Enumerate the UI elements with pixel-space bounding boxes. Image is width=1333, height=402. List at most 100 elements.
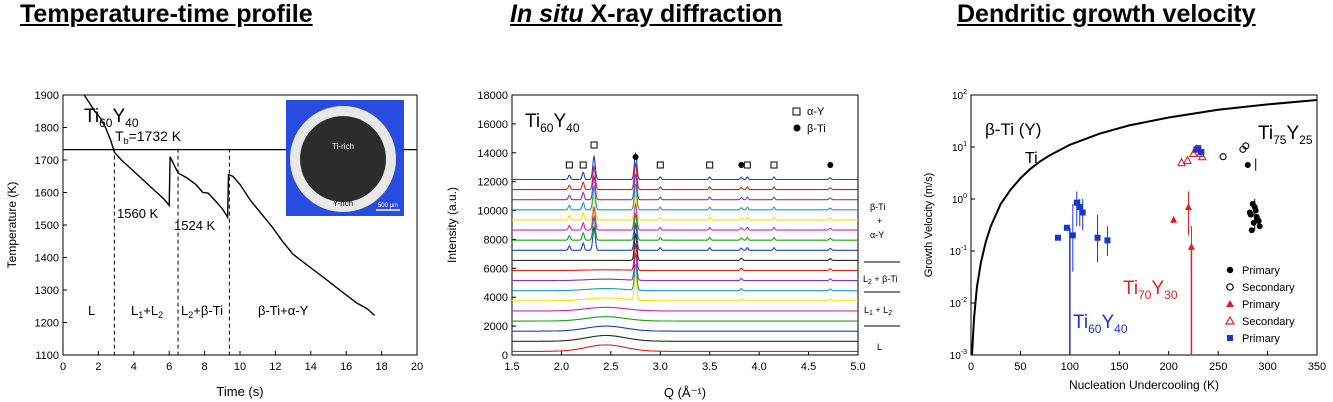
diffraction-pattern [512,316,858,322]
tb-label: Tb=1732 K [115,128,182,146]
heading-temperature-time: Temperature-time profile [20,0,313,28]
phase-label-L1-L2: L1+L2 [131,303,163,320]
y-tick-label: 14000 [477,148,508,160]
phase-label-L: L [88,303,95,318]
x-tick-label: 200 [1160,361,1178,373]
beta-ti-peak-marker [738,162,745,168]
y-tick-label: 10-1 [950,245,967,258]
x-tick-label: 8 [202,361,208,373]
inset-scale-label: 500 μm [378,203,398,209]
legend-marker-primary-red [1226,300,1234,307]
x-tick-label: 18 [375,361,387,373]
alloy-label-ti70y30: Ti70Y30 [1123,278,1178,302]
ti70y30-primary-point [1187,242,1195,250]
ti60y40-primary-point [1073,199,1080,206]
heading-growth-velocity: Dendritic growth velocity [957,0,1256,28]
y-axis-label: Intensity (a.u.) [445,187,459,263]
ti60y40-primary-point [1054,234,1061,241]
diffraction-pattern [512,212,858,241]
y-tick-label: 16000 [477,119,508,131]
legend-marker-secondary-black [1226,283,1234,291]
ti60y40-primary-point [1063,224,1070,231]
x-tick-label: 12 [269,361,281,373]
y-tick-label: 12000 [477,177,508,189]
legend-label-secondary: Secondary [1242,282,1295,294]
y-tick-label: 10-2 [950,297,967,310]
ti70y30-secondary-point [1177,157,1186,167]
x-tick-label: 14 [305,361,317,373]
y-tick-label: 8000 [484,234,508,246]
x-tick-label: 20 [411,361,423,373]
peak-label-1560: 1560 K [117,206,159,221]
legend-label-alpha-y: α-Y [807,106,825,118]
ti70y30-secondary-point [1189,148,1198,158]
ti60y40-primary-point [1195,145,1202,152]
inset-core [300,116,386,202]
y-tick-label: 1600 [35,188,59,200]
growth-velocity-chart: 0 50 100 150 200 250 300 350 10-3 10-2 10-1 100 101 1… [923,89,1326,392]
heading-in-situ: In situ [510,0,584,28]
ti60y40-primary-point [1069,232,1076,239]
x-tick-label: 250 [1209,361,1227,373]
side-label-beta-ti: β-Ti [870,202,885,212]
x-tick-label: 2.0 [554,361,569,373]
legend-label-primary: Primary [1242,265,1280,277]
side-label-L: L [877,342,882,352]
inset-label-ti-rich: Ti-rich [332,142,354,151]
alloy-label-ti60y40: Ti60Y40 [1073,312,1128,336]
alpha-y-peak-marker [743,161,751,169]
plot-frame [511,94,859,356]
diffraction-pattern [512,273,858,302]
ti75y25-secondary-point [1219,153,1227,161]
ti70y30-secondary-point [1183,155,1192,165]
micrograph-inset: Ti-rich Y-rich 500 μm [286,100,404,216]
heading-xray-rest: X-ray diffraction [583,0,783,28]
y-tick-label: 6000 [484,263,508,275]
phase-label: β-Ti (Y) [985,120,1041,139]
ti60y40-primary-point [1094,234,1101,241]
y-tick-label: 1200 [35,318,59,330]
diffraction-pattern [512,306,858,312]
beta-ti-peak-marker [632,154,639,160]
diffraction-pattern [512,151,858,181]
x-tick-label: 16 [340,361,352,373]
y-axis-label: Growth Velocity (m/s) [923,173,935,278]
ti75y25-primary-point [1249,201,1256,208]
y-tick-label: 1300 [35,285,59,297]
x-tick-label: 2 [95,361,101,373]
legend-label-primary: Primary [1242,299,1280,311]
alpha-y-peak-marker [706,161,714,169]
diffraction-pattern [512,242,858,272]
legend-marker-primary-black [1226,266,1234,274]
legend-marker-beta-ti [793,124,801,132]
legend-marker-alpha-y [792,107,801,116]
y-tick-label: 10-3 [950,349,967,362]
diffraction-pattern [512,173,858,201]
ti75y25-primary-point [1246,209,1253,216]
legend: α-Y β-Ti [792,106,826,135]
x-tick-label: 350 [1308,361,1326,373]
beta-ti-peak-marker [827,162,834,168]
alpha-y-peak-marker [565,161,573,169]
xray-diffraction-chart: 1.5 2.0 2.5 3.0 3.5 4.0 4.5 5.0 0 2000 4000 6000 800… [445,90,900,400]
y-axis-label: Temperature (K) [5,182,19,269]
x-tick-label: 0 [60,361,66,373]
alpha-y-peak-marker [770,161,778,169]
x-tick-label: 0 [968,361,974,373]
x-tick-label: 10 [234,361,246,373]
x-axis-label: Q (Å⁻¹) [664,385,706,400]
y-tick-label: 1500 [35,220,59,232]
y-tick-label: 101 [952,141,967,154]
x-tick-label: 3.0 [653,361,668,373]
diffraction-pattern [512,232,858,261]
legend-marker-secondary-red [1224,315,1236,325]
phase-label-L2-bTi: L2+β-Ti [181,303,223,320]
ti75y25-primary-point [1256,223,1263,230]
y-tick-label: 1700 [35,155,59,167]
alpha-y-peak-marker [590,141,598,149]
legend-label-secondary: Secondary [1242,316,1295,328]
x-axis-label: Time (s) [216,384,263,399]
diffraction-pattern [512,183,858,211]
heading-xray-diffraction: In situ X-ray diffraction [510,0,782,29]
